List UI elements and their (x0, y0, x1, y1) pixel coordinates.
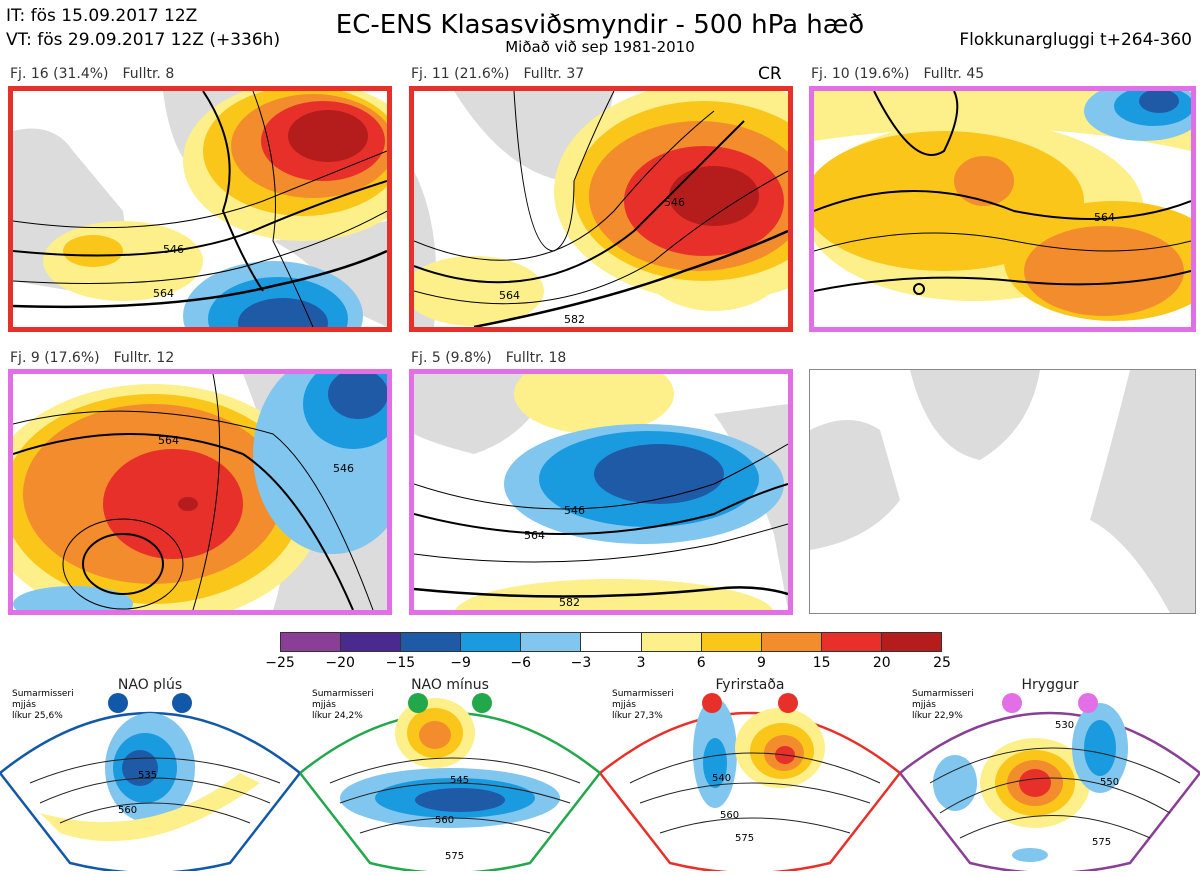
contour-label: 546 (664, 196, 685, 209)
colorbar-swatch (521, 633, 582, 651)
members-label: Fulltr. 37 (523, 66, 585, 82)
members-label: Fulltr. 8 (122, 66, 175, 82)
contour-label: 546 (163, 243, 184, 256)
cluster-map-1: 546 564 (8, 86, 392, 332)
colorbar-tick-label: 15 (812, 655, 831, 671)
page-subtitle: Miðað við sep 1981-2010 (505, 38, 695, 56)
contour-label: 546 (564, 504, 585, 517)
colorbar-tick-label: −25 (265, 655, 295, 671)
colorbar-tick-label: −20 (325, 655, 355, 671)
colorbar-swatch (281, 633, 342, 651)
regime-desc: Sumarmisseri mjjás líkur 27,3% (612, 689, 674, 721)
cluster-label: Fj. 9 (17.6%) (10, 350, 100, 366)
cluster-map-3: 564 (809, 86, 1196, 332)
regime-contour-label: 575 (445, 851, 464, 862)
colorbar-ticks: −25 −20 −15 −9 −6 −3 3 6 9 15 20 25 (265, 655, 951, 673)
colorbar-tick-label: 6 (696, 655, 706, 671)
regime-contour-label: 550 (1100, 777, 1119, 788)
contour-label: 564 (1094, 211, 1115, 224)
colorbar-tick-label: −9 (450, 655, 471, 671)
regime-contour-label: 535 (138, 770, 157, 781)
cluster-map-5: 546 564 582 (409, 369, 793, 615)
regime-panel-fyrirstada: 540 560 575 Fyrirstaða Sumarmisseri mjjás… (598, 673, 902, 875)
panel-label: Fj. 16 (31.4%) Fulltr. 8 (10, 66, 188, 82)
members-label: Fulltr. 18 (505, 350, 567, 366)
contour-label: 564 (158, 434, 179, 447)
valid-time: VT: fös 29.09.2017 12Z (+336h) (6, 30, 281, 50)
colorbar-tick-label: −6 (510, 655, 532, 671)
cluster-map-4: 564 546 (8, 369, 392, 615)
regime-contour-label: 575 (1092, 837, 1111, 848)
colorbar-swatch (701, 633, 762, 651)
contour-label: 546 (333, 462, 354, 475)
regime-name: NAO mínus (411, 677, 489, 693)
regime-panel-hryggur: 530 550 575 Hryggur Sumarmisseri mjjás lík… (898, 673, 1200, 875)
regime-contour-label: 575 (735, 833, 754, 844)
colorbar-swatch (461, 633, 522, 651)
regime-name: Fyrirstaða (715, 677, 785, 693)
colorbar-swatch (641, 633, 702, 651)
initial-time: IT: fös 15.09.2017 12Z (6, 6, 198, 26)
regime-name: Hryggur (1021, 677, 1079, 693)
cluster-label: Fj. 10 (19.6%) (811, 66, 910, 82)
colorbar-swatch (881, 633, 942, 651)
cr-tag: CR (758, 64, 782, 84)
regime-contour-label: 545 (450, 775, 469, 786)
page-title: EC-ENS Klasasviðsmyndir - 500 hPa hæð (335, 10, 865, 40)
regime-contour-label: 560 (118, 805, 137, 816)
regime-panel-nao-minus: 545 560 575 NAO mínus Sumarmisseri mjjás l… (298, 673, 602, 875)
colorbar-swatch (581, 633, 642, 651)
regime-contour-label: 560 (435, 815, 454, 826)
colorbar-tick-label: −15 (385, 655, 416, 671)
panel-label: Fj. 9 (17.6%) Fulltr. 12 (10, 350, 188, 366)
colorbar-tick-label: 20 (872, 655, 891, 671)
panel-label: Fj. 10 (19.6%) Fulltr. 45 (811, 66, 998, 82)
regime-contour-label: 530 (1055, 720, 1074, 731)
colorbar-swatch (821, 633, 882, 651)
contour-label: 582 (564, 313, 585, 326)
members-label: Fulltr. 12 (113, 350, 175, 366)
window-label: Flokkunargluggi t+264-360 (959, 30, 1192, 50)
colorbar-tick-label: 3 (636, 655, 646, 671)
colorbar-tick-label: 9 (756, 655, 766, 671)
cluster-label: Fj. 16 (31.4%) (10, 66, 109, 82)
cluster-label: Fj. 5 (9.8%) (411, 350, 492, 366)
colorbar-tick-label: 25 (933, 655, 951, 671)
colorbar-tick-label: −3 (570, 655, 592, 671)
colorbar-swatch (401, 633, 462, 651)
panel-label: Fj. 5 (9.8%) Fulltr. 18 (411, 350, 580, 366)
panel-label: Fj. 11 (21.6%) Fulltr. 37 (411, 66, 598, 82)
empty-map-panel (809, 369, 1196, 614)
regime-name: NAO plús (117, 677, 183, 693)
cluster-label: Fj. 11 (21.6%) (411, 66, 510, 82)
colorbar (280, 632, 942, 652)
contour-label: 564 (499, 289, 520, 302)
contour-label: 564 (153, 287, 174, 300)
regime-contour-label: 540 (712, 773, 731, 784)
regime-desc: Sumarmisseri mjjás líkur 22,9% (912, 689, 974, 721)
members-label: Fulltr. 45 (923, 66, 985, 82)
contour-label: 582 (559, 596, 580, 609)
cluster-map-2: 546 564 582 (409, 86, 793, 332)
colorbar-swatch (761, 633, 822, 651)
contour-label: 564 (524, 529, 545, 542)
regime-panel-nao-plus: 535 560 NAO plús Sumarmisseri mjjás líkur … (0, 673, 302, 875)
regime-contour-label: 560 (720, 810, 739, 821)
colorbar-swatch (341, 633, 402, 651)
regime-desc: Sumarmisseri mjjás líkur 24,2% (312, 689, 374, 721)
regime-desc: Sumarmisseri mjjás líkur 25,6% (12, 689, 74, 721)
